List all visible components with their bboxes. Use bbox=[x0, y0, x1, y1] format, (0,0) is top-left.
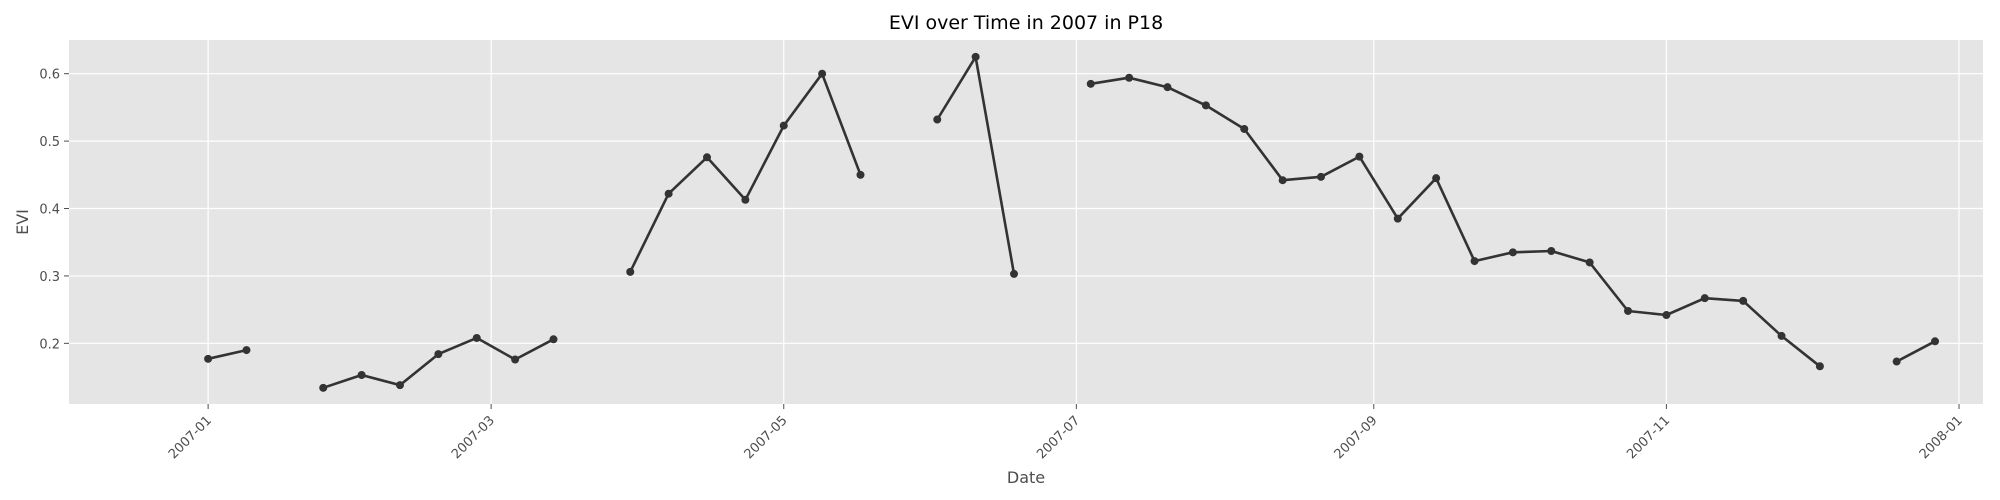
plot-background bbox=[69, 40, 1983, 404]
data-point bbox=[1815, 362, 1824, 371]
data-point bbox=[357, 371, 366, 380]
y-axis-ticks: 0.2 0.3 0.4 0.5 0.6 bbox=[39, 68, 69, 352]
x-tick-label: 2007-05 bbox=[742, 413, 791, 462]
y-tick-label: 0.4 bbox=[39, 203, 60, 218]
data-point bbox=[703, 153, 711, 162]
data-point bbox=[1931, 337, 1940, 346]
data-point bbox=[971, 52, 980, 61]
series-layer bbox=[204, 52, 1940, 392]
data-point bbox=[1317, 172, 1326, 181]
data-point bbox=[549, 335, 558, 344]
x-tick-label: 2007-09 bbox=[1332, 413, 1381, 462]
data-point bbox=[1662, 311, 1671, 320]
data-point bbox=[1777, 331, 1786, 340]
y-tick-label: 0.3 bbox=[39, 270, 60, 285]
data-point bbox=[1508, 248, 1517, 257]
data-point bbox=[1470, 257, 1479, 266]
data-point bbox=[818, 69, 827, 78]
data-point bbox=[664, 189, 673, 198]
x-tick-label: 2007-11 bbox=[1624, 413, 1673, 462]
data-point bbox=[933, 115, 942, 124]
x-tick-label: 2007-07 bbox=[1034, 413, 1083, 462]
data-point bbox=[1163, 83, 1172, 92]
data-point bbox=[1393, 214, 1402, 223]
x-tick-label: 2008-01 bbox=[1917, 413, 1966, 462]
x-axis-ticks: 2007-01 2007-03 2007-05 2007-07 2007-09 2007-… bbox=[166, 404, 1966, 462]
data-point bbox=[1201, 101, 1210, 110]
data-point bbox=[472, 333, 481, 342]
data-point bbox=[204, 354, 213, 363]
data-point bbox=[626, 267, 635, 276]
data-point bbox=[1086, 79, 1095, 88]
x-axis-label: Date bbox=[1007, 468, 1045, 487]
data-point bbox=[1355, 152, 1364, 161]
data-point bbox=[1278, 176, 1287, 185]
data-point bbox=[856, 170, 865, 179]
data-point bbox=[741, 195, 750, 204]
data-point bbox=[1010, 269, 1019, 278]
y-tick-label: 0.6 bbox=[39, 68, 60, 83]
data-point bbox=[511, 355, 520, 364]
data-point bbox=[395, 381, 404, 390]
data-point bbox=[779, 121, 788, 130]
data-point bbox=[1700, 294, 1709, 303]
x-tick-label: 2007-01 bbox=[166, 413, 215, 462]
y-tick-label: 0.5 bbox=[39, 135, 60, 150]
series-line-segment bbox=[1896, 340, 1936, 363]
data-point bbox=[1624, 306, 1633, 315]
y-axis-label: EVI bbox=[13, 209, 32, 235]
chart-title: EVI over Time in 2007 in P18 bbox=[889, 12, 1163, 34]
data-point bbox=[1547, 246, 1556, 255]
data-point bbox=[1585, 258, 1594, 267]
y-tick-label: 0.2 bbox=[39, 337, 60, 352]
x-tick-label: 2007-03 bbox=[449, 413, 498, 462]
data-point bbox=[1739, 296, 1748, 305]
series-line-segment bbox=[207, 348, 247, 361]
grid-lines bbox=[69, 40, 1983, 404]
data-point bbox=[1432, 174, 1441, 183]
series-line-segment bbox=[1090, 76, 1821, 368]
data-point bbox=[319, 383, 328, 392]
data-point bbox=[242, 346, 251, 355]
data-point bbox=[1240, 124, 1249, 133]
data-point bbox=[1125, 73, 1134, 82]
data-point bbox=[434, 350, 443, 359]
data-point bbox=[1892, 357, 1901, 366]
